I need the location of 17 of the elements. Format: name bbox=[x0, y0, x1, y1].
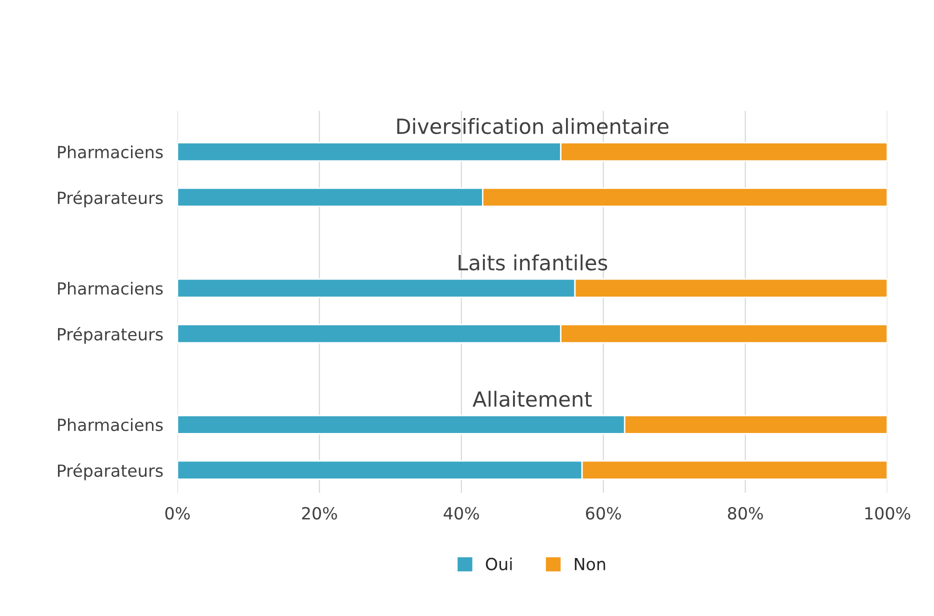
annotation: Diversification alimentaire bbox=[397, 118, 668, 134]
y-tick-label: Pharmaciens bbox=[58, 282, 163, 295]
x-tick-label: 100% bbox=[865, 506, 910, 520]
legend-label: Oui bbox=[486, 557, 512, 570]
x-tick-label: 60% bbox=[586, 506, 621, 520]
x-tick-label: 20% bbox=[302, 506, 338, 520]
y-tick-label: Préparateurs bbox=[58, 327, 163, 344]
y-tick-label: Préparateurs bbox=[58, 190, 163, 208]
x-tick-label: 0% bbox=[165, 506, 190, 520]
x-tick-label: 80% bbox=[728, 506, 763, 520]
y-tick-label: Pharmaciens bbox=[58, 418, 163, 432]
annotation: Allaitement bbox=[472, 390, 592, 407]
y-tick-label: Pharmaciens bbox=[58, 145, 163, 158]
y-tick-label: Préparateurs bbox=[58, 463, 163, 480]
legend-label: Non bbox=[574, 558, 606, 570]
x-tick-label: 40% bbox=[444, 506, 479, 520]
annotation: Laits infantiles bbox=[458, 254, 608, 271]
